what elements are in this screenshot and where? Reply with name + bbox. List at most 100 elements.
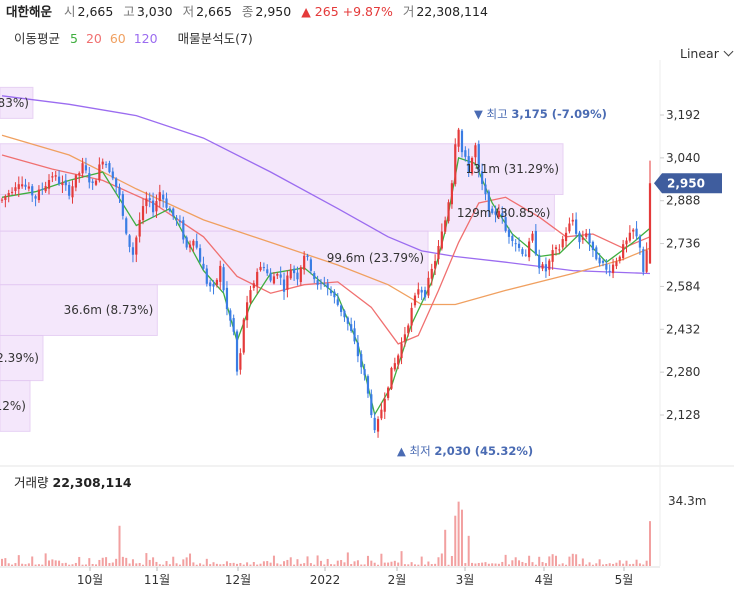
- volume-bar: [635, 559, 638, 566]
- volume-bar: [51, 559, 54, 566]
- volume-bar: [148, 559, 151, 566]
- volume-bar: [333, 564, 336, 566]
- candle-body: [172, 208, 175, 217]
- candle-body: [262, 267, 265, 269]
- volume-bar: [622, 563, 625, 566]
- candle-body: [464, 150, 467, 157]
- volume-bar: [427, 561, 430, 566]
- volume-bar: [24, 564, 27, 566]
- candle-body: [74, 175, 77, 188]
- price-tick-label: 3,040: [666, 151, 700, 165]
- scale-dropdown[interactable]: Linear: [680, 46, 734, 61]
- volume-bar: [649, 521, 651, 566]
- volume-profile-toggle[interactable]: 매물분석도(7): [177, 31, 253, 46]
- ma-20-label[interactable]: 20: [85, 31, 102, 46]
- volume-bar: [165, 561, 168, 566]
- volume-bar: [393, 560, 396, 566]
- low-annotation: ▲ 최저 2,030 (45.32%): [397, 444, 533, 458]
- volume-bar: [205, 558, 208, 566]
- candle-body: [225, 287, 229, 310]
- volume-bar: [242, 564, 245, 566]
- close-value: 2,950: [255, 4, 292, 19]
- volume-bar: [457, 501, 460, 566]
- candle-body: [350, 324, 353, 331]
- volume-bar: [44, 553, 47, 566]
- candle-body: [373, 417, 376, 431]
- volume-bar: [155, 561, 158, 566]
- candle-body: [118, 187, 121, 196]
- candle-body: [440, 231, 443, 249]
- volume-profile-label: 99.6m (23.79%): [327, 251, 424, 265]
- candle-body: [538, 254, 541, 269]
- volume-bar: [645, 560, 648, 566]
- scale-dropdown-label: Linear: [680, 46, 719, 61]
- volume-bar: [48, 560, 51, 566]
- candle-body: [44, 186, 47, 192]
- volume-bar: [299, 563, 302, 566]
- volume-bar: [158, 564, 161, 566]
- volume-bar: [91, 564, 94, 566]
- candle-body: [615, 261, 618, 267]
- high-annotation-value: 3,175 (-7.09%): [511, 107, 607, 121]
- low-annotation-label: 최저: [410, 444, 435, 458]
- volume-bar: [78, 556, 81, 566]
- volume-bar: [625, 560, 628, 566]
- volume-bar: [209, 564, 212, 566]
- change-value: 265: [314, 4, 339, 19]
- candle-body: [511, 235, 514, 242]
- volume-bar: [632, 563, 635, 566]
- volume-bar: [222, 564, 225, 566]
- volume-bar: [316, 555, 319, 566]
- candle-body: [188, 244, 192, 248]
- indicator-legend: 이동평균 5 20 60 120 매물분석도(7): [0, 29, 253, 49]
- candle-body: [393, 363, 396, 370]
- volume-bar: [64, 562, 67, 566]
- low-label: 저: [182, 4, 195, 19]
- candle-body: [94, 180, 98, 185]
- moving-average-toggle[interactable]: 이동평균: [14, 31, 61, 46]
- candle-body: [111, 171, 114, 179]
- current-price-value: 2,950: [667, 177, 705, 191]
- high-annotation: ▼ 최고 3,175 (-7.09%): [474, 107, 607, 121]
- candle-body: [272, 276, 276, 284]
- volume-bar: [484, 562, 487, 566]
- candle-body: [185, 237, 188, 248]
- volume-bar: [628, 564, 631, 566]
- candle-body: [376, 419, 380, 432]
- volume-bar: [477, 562, 480, 566]
- volume-bar: [474, 563, 477, 566]
- volume-bar: [343, 562, 346, 566]
- volume-bar: [289, 557, 292, 566]
- volume-bar: [202, 564, 205, 566]
- candle-body: [182, 220, 185, 240]
- volume-bar: [377, 564, 380, 566]
- candle-body: [121, 194, 124, 216]
- candle-body: [215, 279, 218, 285]
- price-tick-label: 3,192: [666, 108, 700, 122]
- candle-body: [104, 164, 108, 166]
- candle-body: [470, 158, 474, 174]
- time-tick-label: 10월: [77, 573, 103, 587]
- volume-bar: [373, 562, 376, 566]
- high-label: 고: [123, 4, 135, 19]
- price-axis: 3,192 3,040 2,888 2,736 2,584 2,432 2,280 2,128…: [654, 108, 722, 422]
- volume-bar: [424, 564, 427, 566]
- volume-bar: [464, 563, 467, 566]
- volume-bar: [303, 563, 306, 566]
- ma-120-label[interactable]: 120: [133, 31, 158, 46]
- ma-5-label[interactable]: 5: [70, 31, 78, 46]
- volume-bar: [17, 555, 20, 566]
- candle-body: [34, 196, 37, 199]
- open-label: 시: [64, 4, 76, 19]
- candle-body: [151, 200, 155, 213]
- volume-bar: [353, 561, 356, 566]
- volume-bar: [152, 557, 155, 566]
- volume-profile-band: [0, 230, 429, 286]
- candle-body: [125, 218, 128, 234]
- candle-body: [329, 290, 333, 294]
- candle-body: [303, 255, 306, 270]
- ma-60-label[interactable]: 60: [109, 31, 126, 46]
- stock-name: 대한해운: [6, 4, 53, 19]
- volume-bar: [7, 563, 10, 566]
